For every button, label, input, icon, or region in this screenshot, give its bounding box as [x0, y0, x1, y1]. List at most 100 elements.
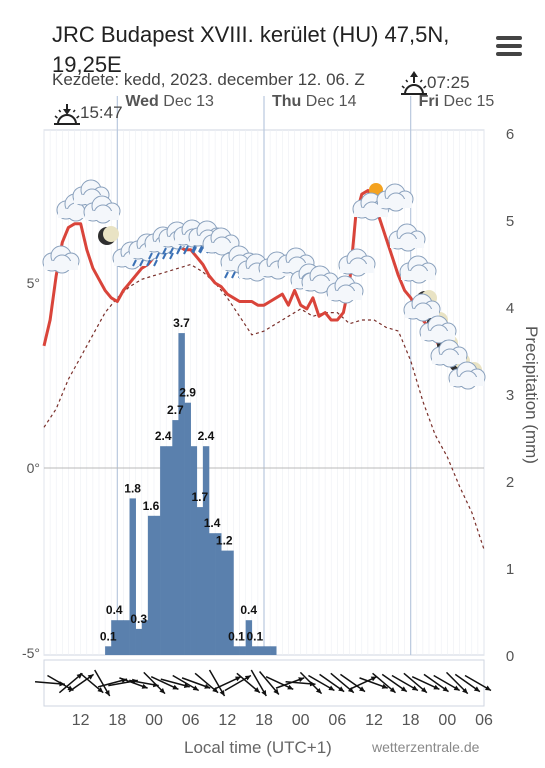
x-tick-label: 18	[402, 712, 420, 729]
x-axis-label: Local time (UTC+1)	[184, 738, 332, 757]
temp-tick-label: -5°	[22, 645, 40, 661]
precip-bar	[141, 620, 149, 655]
x-tick-label: 00	[292, 712, 310, 729]
wind-arrow-head	[462, 687, 468, 694]
wind-arrow-head	[400, 686, 407, 692]
precip-bar	[178, 333, 185, 655]
precip-bar	[111, 620, 118, 655]
x-tick-label: 18	[108, 712, 126, 729]
temperature-line	[42, 189, 484, 381]
precip-bar	[105, 646, 112, 655]
precip-axis-label: Precipitation (mm)	[522, 326, 541, 464]
precip-bar	[270, 646, 277, 655]
cloud-icon	[430, 339, 468, 368]
cloud-icon	[42, 245, 80, 274]
day-label: Fri Dec 15	[419, 93, 495, 110]
wind-arrow-head	[261, 690, 267, 696]
precip-data-label: 3.7	[173, 316, 190, 330]
precip-bar	[129, 498, 136, 655]
wind-arrow-head	[473, 686, 480, 692]
x-tick-label: 12	[365, 712, 383, 729]
wind-arrow-head	[338, 686, 345, 692]
precip-bar	[264, 646, 271, 655]
precip-bar	[239, 646, 246, 655]
precip-tick-label: 2	[506, 474, 514, 491]
precip-bar	[196, 507, 204, 655]
wind-arrow-head	[104, 690, 110, 696]
day-label: Thu Dec 14	[272, 93, 357, 110]
precip-tick-label: 5	[506, 213, 514, 230]
precip-data-label: 0.4	[240, 603, 257, 617]
wind-arrow-head	[298, 677, 305, 683]
wind-arrow-head	[453, 685, 460, 691]
x-tick-label: 06	[328, 712, 346, 729]
wind-arrow-head	[347, 687, 354, 693]
precip-tick-label: 0	[506, 648, 514, 665]
precip-bar	[215, 533, 222, 655]
x-tick-label: 06	[475, 712, 493, 729]
precip-bar	[117, 620, 124, 655]
precip-bar	[245, 620, 253, 655]
start-text: Kezdete: kedd, 2023. december 12. 06. Z	[52, 70, 365, 89]
precip-bar	[166, 446, 173, 655]
wind-arrow-head	[204, 683, 211, 689]
precip-data-label: 0.4	[106, 603, 123, 617]
x-tick-label: 06	[182, 712, 200, 729]
wind-arrow-head	[359, 686, 366, 692]
precip-tick-label: 6	[506, 126, 514, 143]
day-label: Wed Dec 13	[125, 93, 214, 110]
x-tick-label: 00	[438, 712, 456, 729]
precip-data-label: 1.4	[204, 516, 221, 530]
cloud-icon	[376, 183, 414, 212]
precip-tick-label: 3	[506, 387, 514, 404]
wind-arrow-head	[485, 685, 491, 691]
precip-data-label: 2.7	[167, 403, 184, 417]
x-tick-label: 12	[72, 712, 90, 729]
precip-bar	[227, 550, 234, 655]
wind-strip	[43, 659, 485, 707]
sunset-time: 15:47	[80, 103, 123, 122]
precip-bar	[257, 646, 265, 655]
wind-arrow-head	[370, 676, 377, 682]
cloud-icon	[399, 255, 437, 284]
precip-bar	[209, 533, 216, 655]
hamburger-menu-icon[interactable]	[496, 36, 522, 58]
wind-arrow-head	[254, 687, 260, 693]
wind-arrow-head	[97, 687, 104, 693]
credit-text[interactable]: wetterzentrale.de	[372, 739, 480, 755]
precip-data-label: 1.8	[124, 481, 141, 495]
wind-arrow-head	[442, 686, 449, 692]
precip-bar	[202, 446, 210, 655]
precip-bar	[184, 402, 191, 655]
wind-arrow-head	[183, 682, 190, 689]
wind-arrow-head	[159, 687, 165, 694]
precip-data-label: 0.1	[100, 629, 117, 643]
precip-data-label: 0.1	[228, 629, 245, 643]
page-title: JRC Budapest XVIII. kerület (HU) 47,5N, …	[52, 22, 450, 77]
wind-arrow-head	[141, 683, 148, 689]
precip-bar	[123, 620, 130, 655]
precip-bar	[190, 446, 198, 655]
x-tick-label: 18	[255, 712, 273, 729]
precip-bar	[251, 646, 259, 655]
cloud-icon	[72, 179, 110, 208]
sunrise-time: 07:25	[427, 73, 470, 92]
wind-arrow-head	[287, 684, 294, 690]
sunset-icon	[54, 104, 80, 125]
wind-arrow-head	[433, 684, 440, 690]
precip-data-label: 1.7	[191, 490, 208, 504]
wind-arrow-head	[192, 685, 199, 691]
precip-data-label: 0.3	[130, 612, 147, 626]
precip-data-label: 0.1	[246, 629, 263, 643]
precip-data-label: 2.4	[198, 429, 215, 443]
wind-arrow-head	[389, 687, 396, 693]
precip-data-label: 1.2	[216, 534, 233, 548]
temp-tick-label: 5°	[27, 275, 40, 291]
wind-arrow-head	[244, 675, 251, 681]
cloud-icon	[388, 223, 426, 252]
sunrise-icon	[401, 71, 427, 95]
cloud-icon	[326, 275, 364, 304]
cloud-icon	[403, 293, 441, 322]
moon-icon	[103, 226, 119, 242]
